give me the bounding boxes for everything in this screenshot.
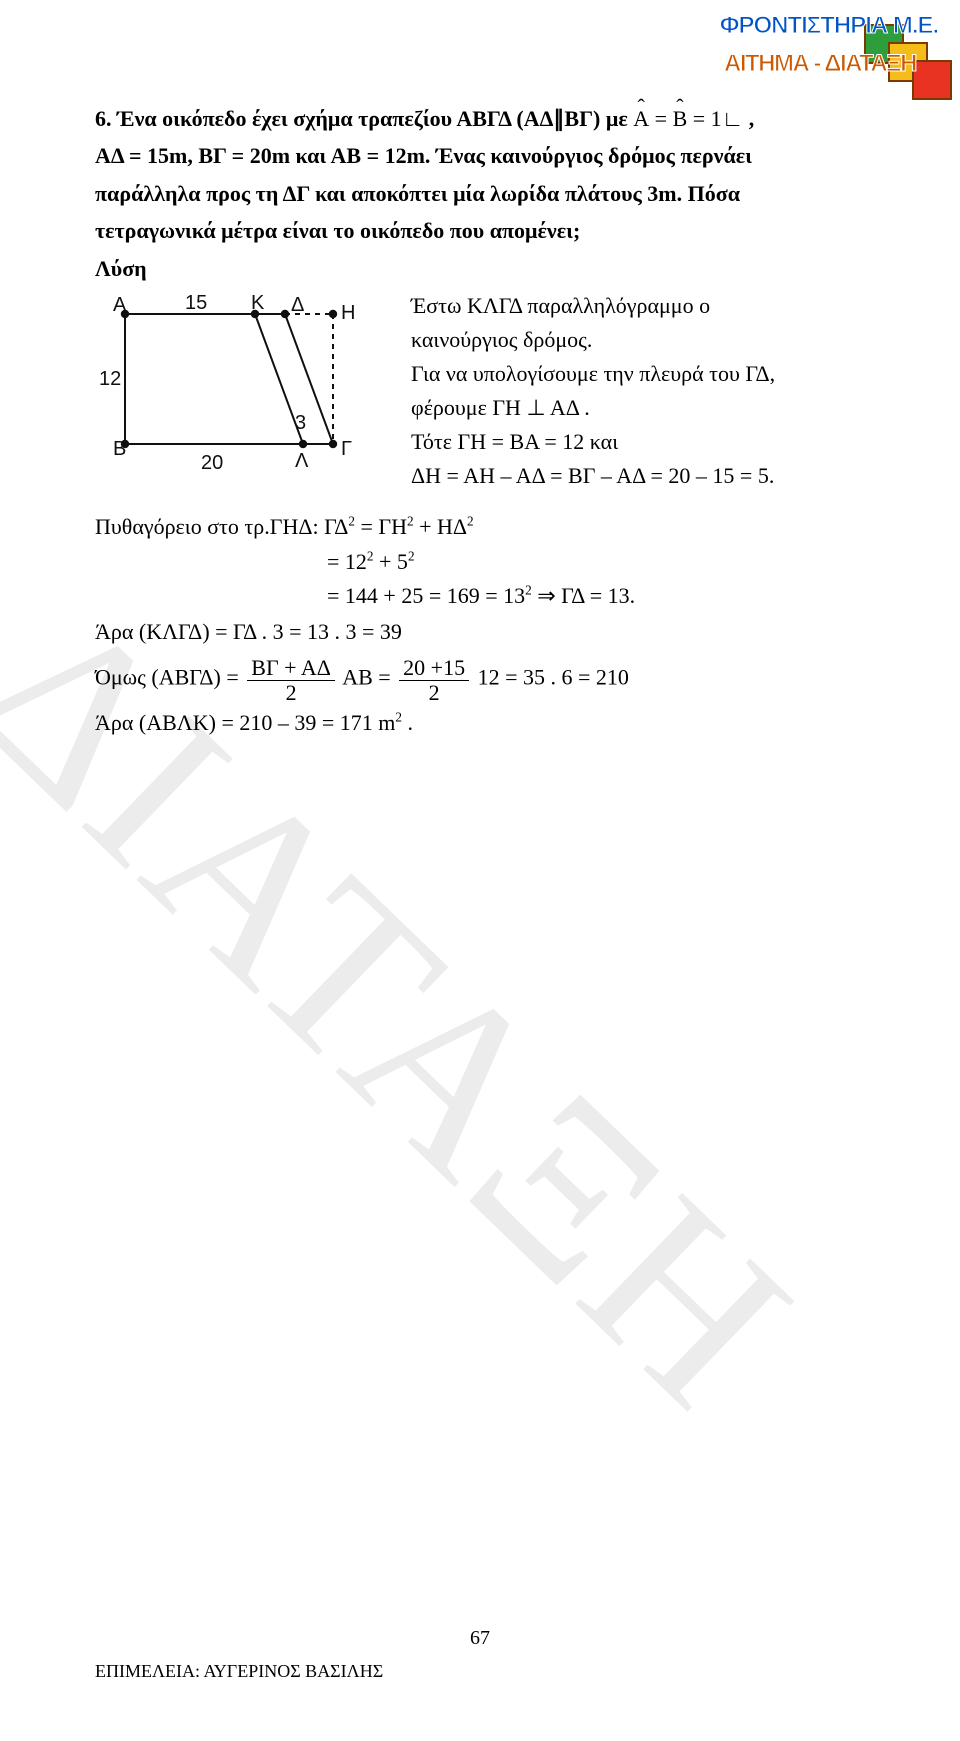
fig-label-A: Α xyxy=(113,294,127,316)
problem-line-2: ΑΔ = 15m, ΒΓ = 20m και ΑΒ = 12m. Ένας κα… xyxy=(95,137,888,174)
problem-l1c: , xyxy=(743,106,754,131)
fig-label-K: Κ xyxy=(251,292,265,314)
expl-1: Έστω ΚΛΓΔ παραλληλόγραμμο ο xyxy=(411,289,888,323)
therefore-klgd: Άρα (ΚΛΓΔ) = ΓΔ . 3 = 13 . 3 = 39 xyxy=(95,613,888,650)
problem-line-1: 6. Ένα οικόπεδο έχει σχήμα τραπεζίου ΑΒΓ… xyxy=(95,100,888,137)
brand-logo: ΦΡΟΝΤΙΣΤΗΡΙΑ Μ.Ε. ΑΙΤΗΜΑ - ΔΙΑΤΑΞΗ xyxy=(706,6,952,102)
fig-label-D: Δ xyxy=(291,294,304,316)
problem-line-4: τετραγωνικά μέτρα είναι το οικόπεδο που … xyxy=(95,212,888,249)
problem-l1b: ΒΓ) με xyxy=(564,106,633,131)
expl-6: ΔΗ = ΑΗ – ΑΔ = ΒΓ – ΑΔ = 20 – 15 = 5. xyxy=(411,459,888,493)
problem-number: 6. xyxy=(95,106,112,131)
figure-explanation: Έστω ΚΛΓΔ παραλληλόγραμμο ο καινούργιος … xyxy=(411,289,888,494)
geometry-figure: Α Κ Δ Η Β Λ Γ 15 12 20 3 xyxy=(95,289,385,479)
pythagoras-line-1: Πυθαγόρειο στο τρ.ΓΗΔ: ΓΔ2 = ΓΗ2 + ΗΔ2 xyxy=(95,508,888,545)
footer-credit: ΕΠΙΜΕΛΕΙΑ: ΑΥΓΕΡΙΝΟΣ ΒΑΣΙΛΗΣ xyxy=(95,1656,383,1687)
problem-l1a: Ένα οικόπεδο έχει σχήμα τραπεζίου ΑΒΓΔ (… xyxy=(112,106,554,131)
expl-2: καινούργιος δρόμος. xyxy=(411,323,888,357)
fig-val-seg: 3 xyxy=(295,412,306,434)
fig-val-top: 15 xyxy=(185,292,207,314)
logo-line-1: ΦΡΟΝΤΙΣΤΗΡΙΑ Μ.Ε. xyxy=(706,6,952,47)
fig-val-bottom: 20 xyxy=(201,452,223,474)
problem-line-3: παράλληλα προς τη ΔΓ και αποκόπτει μία λ… xyxy=(95,175,888,212)
fig-label-G: Γ xyxy=(341,438,352,460)
pythagoras-aligned: = 122 + 52 = 144 + 25 = 169 = 132 ⇒ ΓΔ =… xyxy=(327,545,888,613)
expl-4: φέρουμε ΓΗ ⊥ ΑΔ . xyxy=(411,391,888,425)
expl-3: Για να υπολογίσουμε την πλευρά του ΓΔ, xyxy=(411,357,888,391)
fig-label-H: Η xyxy=(341,302,355,324)
page-number: 67 xyxy=(470,1621,490,1655)
solution-heading: Λύση xyxy=(95,250,888,287)
pythagoras-line-2: = 122 + 52 xyxy=(327,545,888,579)
logo-line-2: ΑΙΤΗΜΑ - ΔΙΑΤΑΞΗ xyxy=(688,44,952,85)
fig-label-B: Β xyxy=(113,438,126,460)
final-answer: Άρα (ΑΒΛΚ) = 210 – 39 = 171 m2 . xyxy=(95,704,888,741)
pythagoras-line-3: = 144 + 25 = 169 = 132 ⇒ ΓΔ = 13. xyxy=(327,579,888,613)
area-abgd: Όμως (ΑΒΓΔ) = ΒΓ + ΑΔ2 ΑΒ = 20 +152 12 =… xyxy=(95,656,888,703)
fig-val-left: 12 xyxy=(99,368,121,390)
expl-5: Τότε ΓΗ = ΒΑ = 12 και xyxy=(411,425,888,459)
fig-label-L: Λ xyxy=(295,450,309,472)
